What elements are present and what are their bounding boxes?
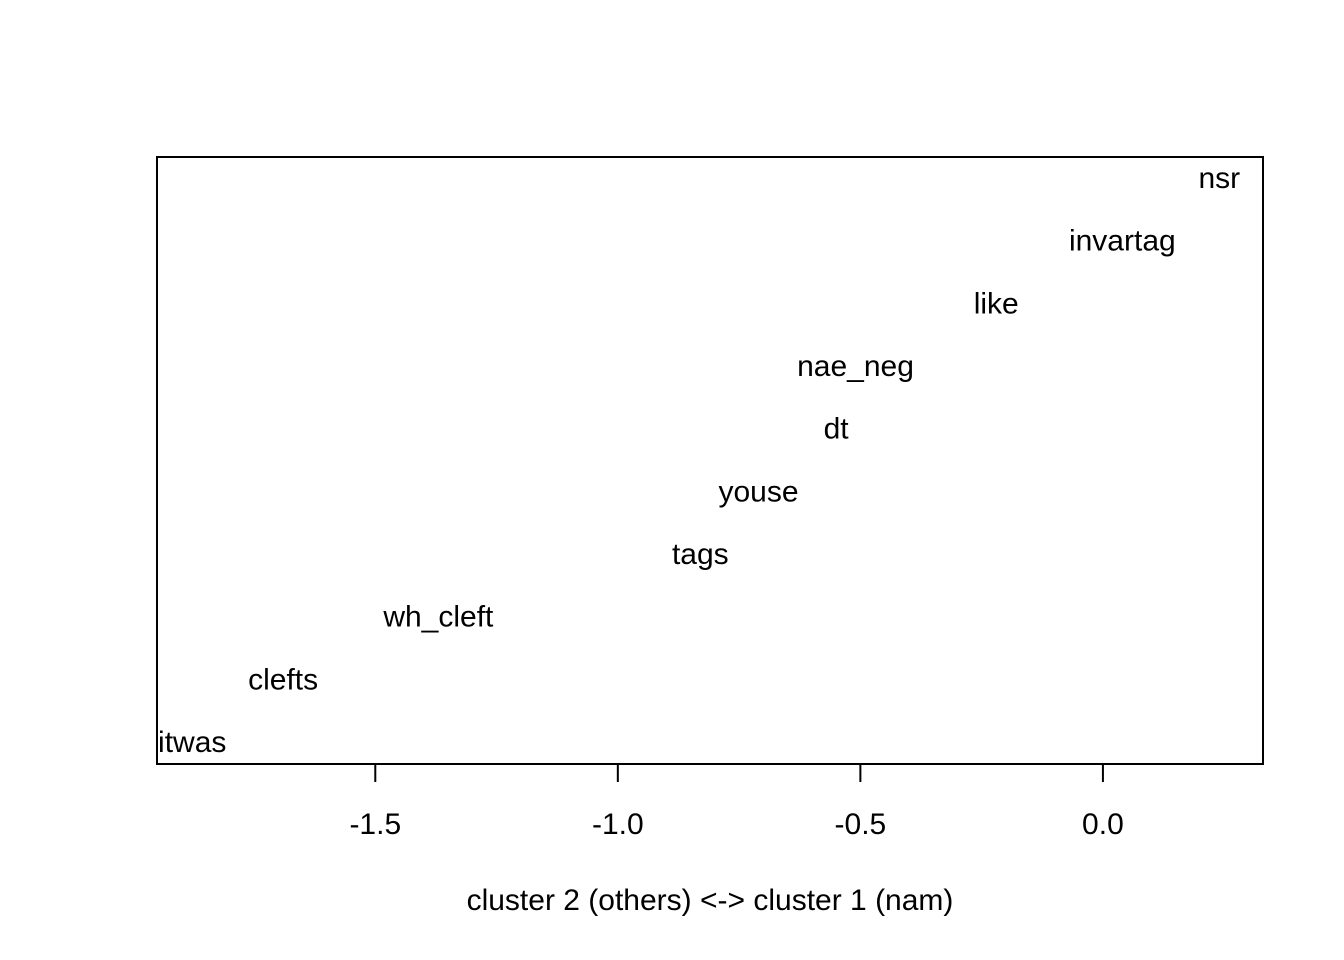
point-label-soitwas: soitwas <box>126 726 226 759</box>
x-tick-label: -1.0 <box>592 808 644 841</box>
point-label-wh_cleft: wh_cleft <box>382 601 494 634</box>
point-label-tags: tags <box>672 538 729 571</box>
x-tick-label: -0.5 <box>835 808 887 841</box>
x-axis: -1.5 -1.0 -0.5 0.0 <box>349 763 1124 841</box>
point-label-like: like <box>974 287 1019 320</box>
point-label-nae_neg: nae_neg <box>797 350 914 383</box>
x-tick-label: 0.0 <box>1082 808 1124 841</box>
point-label-nsr: nsr <box>1198 162 1240 195</box>
point-label-dt: dt <box>824 413 850 446</box>
point-label-invartag: invartag <box>1069 225 1176 258</box>
x-tick-label: -1.5 <box>349 808 401 841</box>
point-label-youse: youse <box>718 475 798 508</box>
x-axis-title: cluster 2 (others) <-> cluster 1 (nam) <box>467 884 954 917</box>
point-label-clefts: clefts <box>248 663 318 696</box>
